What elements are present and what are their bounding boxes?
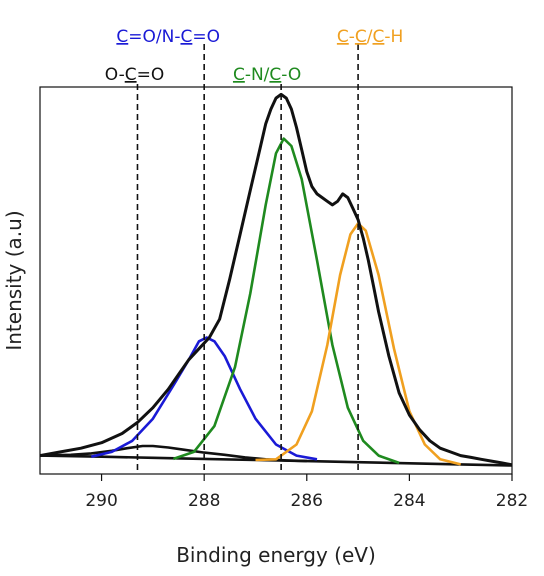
plot-frame [39, 86, 513, 475]
x-tick-label: 286 [291, 491, 323, 511]
x-tick-label: 290 [85, 491, 117, 511]
peak-label: C=O/N-C=O [116, 27, 220, 47]
x-tick-label: 288 [188, 491, 220, 511]
peak-labels-layer: C=O/N-C=O C-C/C-H O-C=O C-N/C-O [105, 27, 404, 85]
x-tick-label: 282 [496, 491, 528, 511]
peak-label: C-C/C-H [337, 27, 403, 47]
fit-peak-line-c-o-n-c-o [91, 336, 318, 461]
x-axis-ticks: 290 288 286 284 282 [85, 474, 528, 511]
experimental-spectrum-line [39, 92, 513, 467]
x-axis-title: Binding energy (eV) [176, 543, 376, 567]
fit-peak-line-c-n-c-o [172, 137, 400, 465]
fit-curves-layer [39, 92, 513, 467]
peak-guide-lines-layer [136, 44, 359, 474]
y-axis-title: Intensity (a.u) [2, 210, 26, 350]
peak-label: O-C=O [105, 65, 165, 85]
x-tick-label: 284 [393, 491, 425, 511]
peak-label: C-N/C-O [233, 65, 301, 85]
